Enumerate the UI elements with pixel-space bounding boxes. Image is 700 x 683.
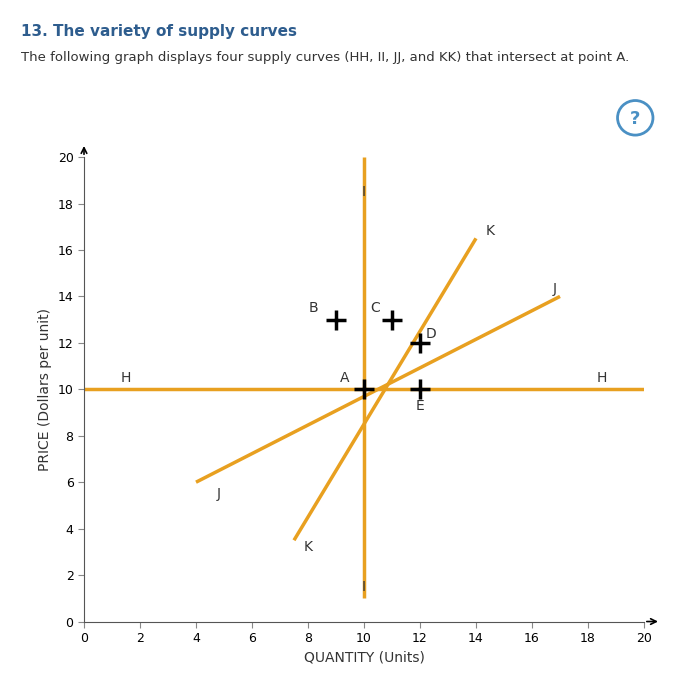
Text: J: J (552, 283, 557, 296)
Text: H: H (597, 371, 607, 385)
Text: E: E (416, 399, 424, 413)
Text: I: I (362, 580, 366, 594)
Text: J: J (216, 487, 221, 501)
Text: K: K (304, 540, 312, 554)
Text: B: B (309, 301, 318, 315)
Text: C: C (370, 301, 380, 315)
Text: A: A (340, 371, 349, 385)
Y-axis label: PRICE (Dollars per unit): PRICE (Dollars per unit) (38, 308, 52, 471)
Text: K: K (486, 225, 494, 238)
Text: D: D (426, 326, 437, 341)
Text: ?: ? (630, 110, 640, 128)
Text: I: I (362, 185, 366, 199)
Text: 13. The variety of supply curves: 13. The variety of supply curves (21, 24, 297, 39)
Text: H: H (121, 371, 131, 385)
Text: The following graph displays four supply curves (HH, II, JJ, and KK) that inters: The following graph displays four supply… (21, 51, 629, 64)
X-axis label: QUANTITY (Units): QUANTITY (Units) (304, 650, 424, 665)
